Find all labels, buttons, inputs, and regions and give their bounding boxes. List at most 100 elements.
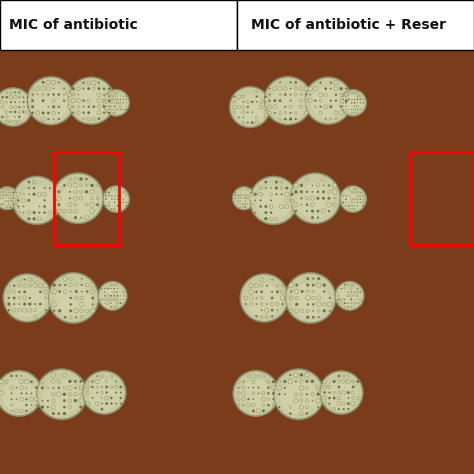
Circle shape bbox=[351, 302, 352, 304]
Ellipse shape bbox=[336, 282, 364, 310]
Circle shape bbox=[352, 386, 355, 389]
Circle shape bbox=[317, 283, 321, 287]
Circle shape bbox=[39, 302, 42, 306]
Circle shape bbox=[243, 381, 244, 383]
Circle shape bbox=[53, 387, 55, 389]
Circle shape bbox=[111, 112, 113, 114]
Circle shape bbox=[357, 205, 358, 207]
Circle shape bbox=[74, 203, 77, 206]
Circle shape bbox=[318, 316, 320, 318]
Circle shape bbox=[59, 284, 61, 286]
Circle shape bbox=[91, 309, 95, 313]
Circle shape bbox=[275, 187, 278, 190]
Circle shape bbox=[10, 188, 12, 191]
Circle shape bbox=[13, 303, 15, 305]
Circle shape bbox=[20, 392, 22, 394]
Circle shape bbox=[272, 404, 274, 406]
Ellipse shape bbox=[53, 173, 104, 224]
Circle shape bbox=[360, 288, 362, 290]
Circle shape bbox=[114, 199, 115, 200]
Circle shape bbox=[295, 297, 298, 300]
Circle shape bbox=[311, 216, 314, 219]
Circle shape bbox=[104, 292, 105, 293]
Ellipse shape bbox=[233, 370, 279, 417]
Circle shape bbox=[79, 197, 83, 200]
Circle shape bbox=[114, 95, 116, 97]
Circle shape bbox=[30, 381, 33, 383]
Circle shape bbox=[101, 386, 103, 388]
Circle shape bbox=[289, 105, 292, 109]
Circle shape bbox=[80, 309, 84, 313]
Circle shape bbox=[312, 303, 314, 306]
Circle shape bbox=[108, 93, 111, 96]
Circle shape bbox=[356, 291, 359, 293]
Circle shape bbox=[108, 87, 110, 90]
Circle shape bbox=[290, 112, 292, 114]
Circle shape bbox=[260, 100, 263, 103]
Circle shape bbox=[312, 310, 314, 311]
Circle shape bbox=[294, 112, 297, 114]
Circle shape bbox=[348, 209, 349, 210]
Circle shape bbox=[120, 299, 121, 300]
Circle shape bbox=[86, 385, 90, 389]
Circle shape bbox=[51, 405, 56, 410]
Circle shape bbox=[15, 116, 16, 118]
Circle shape bbox=[281, 193, 283, 195]
Circle shape bbox=[232, 105, 237, 109]
Circle shape bbox=[299, 385, 304, 390]
Circle shape bbox=[97, 105, 100, 109]
Circle shape bbox=[43, 211, 46, 214]
Circle shape bbox=[68, 202, 72, 207]
Circle shape bbox=[340, 106, 342, 108]
Circle shape bbox=[255, 297, 257, 299]
Circle shape bbox=[6, 101, 8, 103]
Ellipse shape bbox=[98, 281, 127, 310]
Circle shape bbox=[2, 191, 4, 193]
Circle shape bbox=[356, 95, 358, 97]
Circle shape bbox=[34, 309, 36, 312]
Circle shape bbox=[103, 111, 105, 114]
Circle shape bbox=[251, 374, 255, 378]
Circle shape bbox=[64, 284, 66, 286]
Circle shape bbox=[22, 111, 25, 113]
Circle shape bbox=[289, 283, 293, 287]
Ellipse shape bbox=[340, 186, 366, 212]
Circle shape bbox=[237, 201, 238, 202]
Circle shape bbox=[260, 291, 263, 293]
Circle shape bbox=[38, 206, 40, 207]
Circle shape bbox=[90, 202, 94, 207]
Circle shape bbox=[34, 303, 36, 305]
Circle shape bbox=[18, 309, 21, 312]
Circle shape bbox=[104, 299, 106, 301]
Circle shape bbox=[14, 105, 17, 109]
Circle shape bbox=[281, 290, 284, 294]
Circle shape bbox=[306, 191, 308, 193]
Circle shape bbox=[105, 380, 108, 383]
Circle shape bbox=[91, 289, 95, 294]
Circle shape bbox=[271, 297, 273, 299]
Circle shape bbox=[345, 93, 348, 97]
Circle shape bbox=[8, 291, 10, 293]
Circle shape bbox=[114, 202, 115, 203]
Circle shape bbox=[291, 199, 293, 201]
Circle shape bbox=[35, 397, 38, 401]
Circle shape bbox=[353, 108, 356, 111]
Circle shape bbox=[68, 392, 72, 396]
Circle shape bbox=[337, 295, 339, 297]
Circle shape bbox=[245, 303, 247, 305]
Circle shape bbox=[115, 392, 117, 393]
Circle shape bbox=[5, 96, 8, 99]
Circle shape bbox=[328, 402, 330, 405]
Circle shape bbox=[63, 412, 66, 415]
Ellipse shape bbox=[229, 86, 271, 128]
Circle shape bbox=[265, 308, 269, 312]
Circle shape bbox=[101, 288, 102, 289]
Ellipse shape bbox=[83, 371, 126, 414]
Circle shape bbox=[267, 380, 270, 383]
Circle shape bbox=[333, 397, 336, 400]
Circle shape bbox=[354, 202, 355, 203]
Circle shape bbox=[23, 284, 27, 288]
Circle shape bbox=[264, 181, 267, 183]
Circle shape bbox=[342, 201, 344, 203]
Circle shape bbox=[306, 387, 308, 389]
